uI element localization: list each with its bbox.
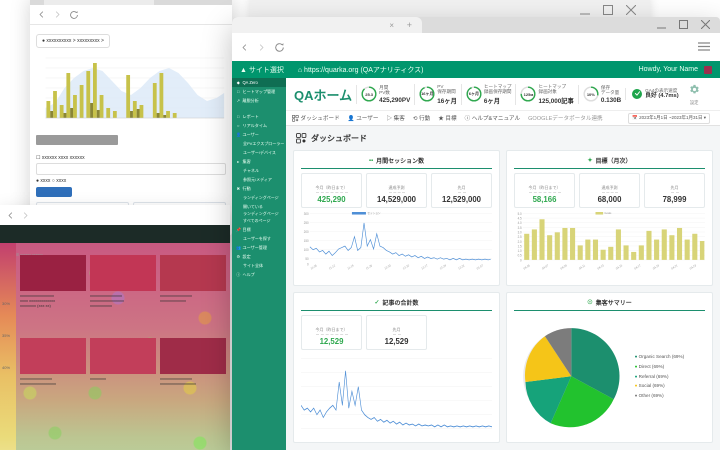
svg-text:1.5: 1.5 xyxy=(518,244,522,248)
svg-text:250: 250 xyxy=(304,221,309,225)
svg-text:12-10: 12-10 xyxy=(402,263,410,271)
svg-text:04-05: 04-05 xyxy=(523,263,531,271)
svg-text:0.5: 0.5 xyxy=(518,254,522,258)
svg-text:1.0: 1.0 xyxy=(518,249,522,253)
svg-text:150: 150 xyxy=(304,239,309,243)
svg-text:0: 0 xyxy=(307,262,309,266)
svg-text:11-26: 11-26 xyxy=(365,263,373,271)
svg-text:4.0: 4.0 xyxy=(518,221,522,225)
svg-text:50: 50 xyxy=(305,257,308,261)
svg-text:2.0: 2.0 xyxy=(518,240,522,244)
svg-text:12-24: 12-24 xyxy=(439,263,447,271)
svg-text:11-12: 11-12 xyxy=(328,263,336,271)
svg-text:11-19: 11-19 xyxy=(347,263,355,271)
svg-text:04-17: 04-17 xyxy=(634,263,642,271)
svg-text:04-13: 04-13 xyxy=(597,263,605,271)
svg-text:04-11: 04-11 xyxy=(578,263,586,271)
svg-text:300: 300 xyxy=(304,212,309,216)
svg-text:3.0: 3.0 xyxy=(518,230,522,234)
svg-text:12-17: 12-17 xyxy=(421,263,429,271)
svg-text:04-19: 04-19 xyxy=(652,263,660,271)
svg-text:04-21: 04-21 xyxy=(671,263,679,271)
svg-text:0: 0 xyxy=(520,258,522,262)
svg-text:5.0: 5.0 xyxy=(518,212,522,216)
svg-text:セッション: セッション xyxy=(367,212,380,215)
svg-text:04-09: 04-09 xyxy=(560,263,568,271)
svg-text:3.5: 3.5 xyxy=(518,226,522,230)
svg-text:01-07: 01-07 xyxy=(476,263,484,271)
svg-text:04-15: 04-15 xyxy=(615,263,623,271)
svg-text:04-23: 04-23 xyxy=(689,263,697,271)
svg-text:12-03: 12-03 xyxy=(384,263,392,271)
svg-text:2.5: 2.5 xyxy=(518,235,522,239)
svg-text:12-31: 12-31 xyxy=(458,263,466,271)
svg-text:4.5: 4.5 xyxy=(518,216,522,220)
svg-text:04-07: 04-07 xyxy=(541,263,549,271)
svg-text:100: 100 xyxy=(304,248,309,252)
svg-text:200: 200 xyxy=(304,230,309,234)
svg-text:Goals: Goals xyxy=(604,212,611,215)
svg-text:11-05: 11-05 xyxy=(310,263,318,271)
